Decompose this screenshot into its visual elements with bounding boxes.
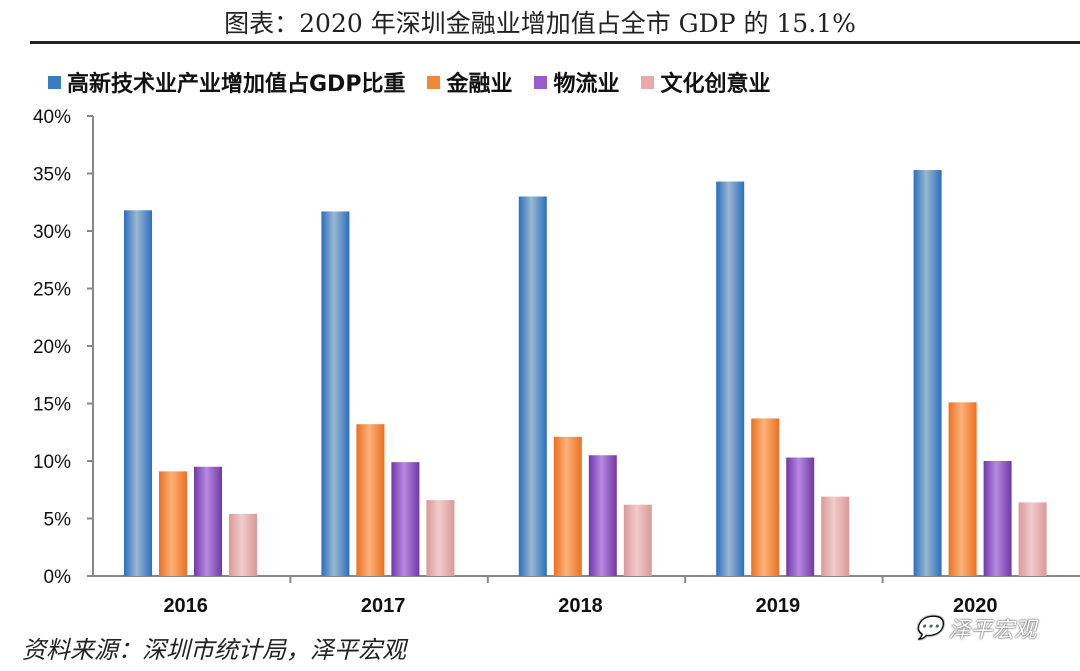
legend-swatch xyxy=(641,75,655,89)
watermark-logo: 💬 泽平宏观 xyxy=(915,612,1036,644)
bar xyxy=(356,424,385,576)
legend-item: 金融业 xyxy=(427,66,512,98)
legend-label: 文化创意业 xyxy=(660,72,771,97)
bar xyxy=(391,462,420,576)
x-tick-label: 2017 xyxy=(361,595,406,617)
bar xyxy=(623,504,652,576)
bar-chart: 0% 5% 10% 15% 20% 25% 30% 35% 40% 2016 2017 2018 201… xyxy=(33,107,1080,617)
title-divider xyxy=(30,41,1080,44)
y-tick-label: 5% xyxy=(44,510,72,531)
bar xyxy=(553,436,582,576)
legend-swatch xyxy=(48,75,61,89)
y-tick-label: 10% xyxy=(33,452,71,473)
bar xyxy=(983,461,1012,576)
legend-label: 高新技术业产业增加值占GDP比重 xyxy=(67,72,406,97)
y-tick-label: 35% xyxy=(33,165,71,186)
bar xyxy=(426,500,455,576)
chart-title: 图表：2020 年深圳金融业增加值占全市 GDP 的 15.1% xyxy=(224,9,856,38)
x-tick-label: 2018 xyxy=(558,595,603,617)
bar xyxy=(194,466,222,576)
y-tick-label: 30% xyxy=(33,222,71,243)
bar xyxy=(716,181,745,577)
watermark-text: 泽平宏观 xyxy=(948,618,1037,643)
y-tick-label: 20% xyxy=(33,337,71,358)
bar xyxy=(821,496,850,576)
x-tick-label: 2019 xyxy=(756,595,801,617)
x-tick-label: 2016 xyxy=(163,595,208,617)
legend-item: 文化创意业 xyxy=(641,66,771,98)
wechat-icon: 💬 xyxy=(915,615,943,641)
legend-swatch xyxy=(427,75,441,89)
legend-label: 金融业 xyxy=(446,72,513,97)
bar xyxy=(786,457,815,576)
legend: 高新技术业产业增加值占GDP比重 金融业 物流业 文化创意业 xyxy=(48,66,771,98)
bar xyxy=(751,418,780,576)
legend-label: 物流业 xyxy=(553,72,620,97)
bar xyxy=(1018,502,1047,576)
bar xyxy=(588,455,617,576)
legend-item: 高新技术业产业增加值占GDP比重 xyxy=(48,66,405,98)
legend-item: 物流业 xyxy=(534,66,619,98)
y-tick-label: 15% xyxy=(33,395,71,416)
bar xyxy=(913,170,942,577)
bar xyxy=(518,196,547,576)
bar xyxy=(321,211,350,576)
bar xyxy=(124,210,152,577)
bar xyxy=(159,471,187,576)
bar xyxy=(229,513,257,576)
x-tick-label: 2020 xyxy=(953,595,998,617)
bar xyxy=(948,402,977,576)
legend-swatch xyxy=(534,75,548,89)
source-note: 资料来源：深圳市统计局，泽平宏观 xyxy=(22,636,406,664)
y-tick-label: 25% xyxy=(33,280,71,301)
y-tick-label: 40% xyxy=(33,107,71,128)
y-tick-label: 0% xyxy=(44,567,72,588)
